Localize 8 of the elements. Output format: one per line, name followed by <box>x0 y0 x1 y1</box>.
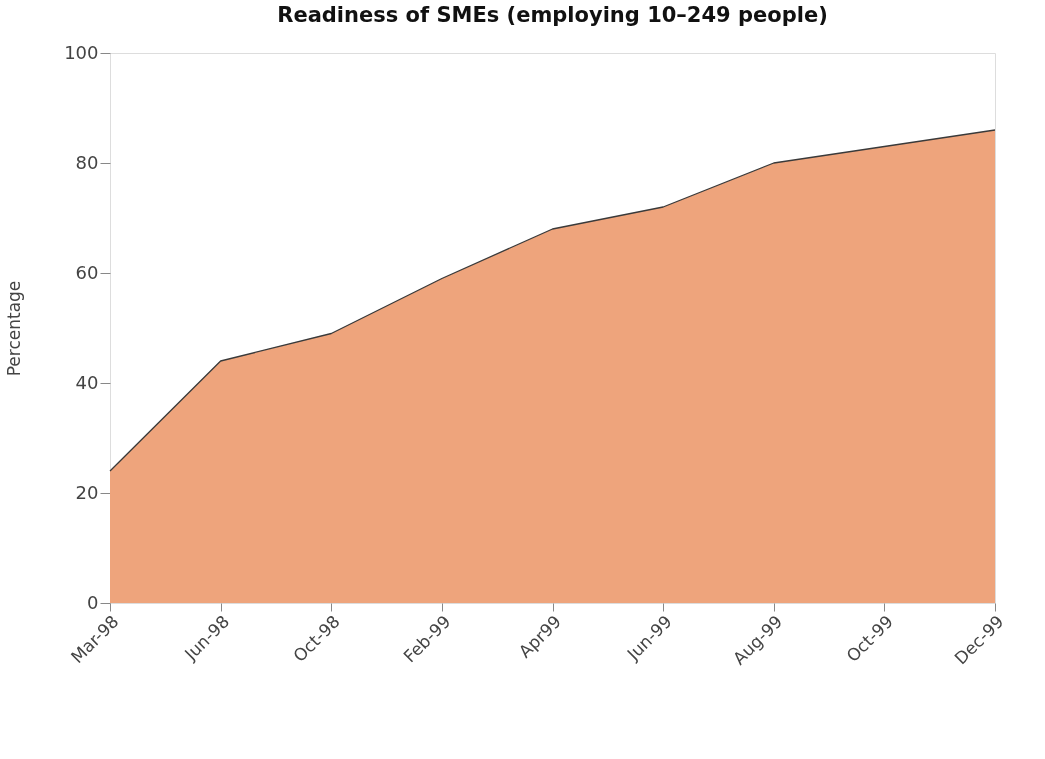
y-tick-label: 60 <box>75 261 99 283</box>
y-tick-label: 0 <box>87 591 99 613</box>
chart-title: Readiness of SMEs (employing 10–249 people) <box>277 3 828 27</box>
y-tick-label: 20 <box>75 481 99 503</box>
y-tick-label: 80 <box>75 151 99 173</box>
y-axis-title: Percentage <box>4 280 25 377</box>
y-tick-label: 40 <box>75 371 99 393</box>
y-tick-label: 100 <box>64 41 99 63</box>
